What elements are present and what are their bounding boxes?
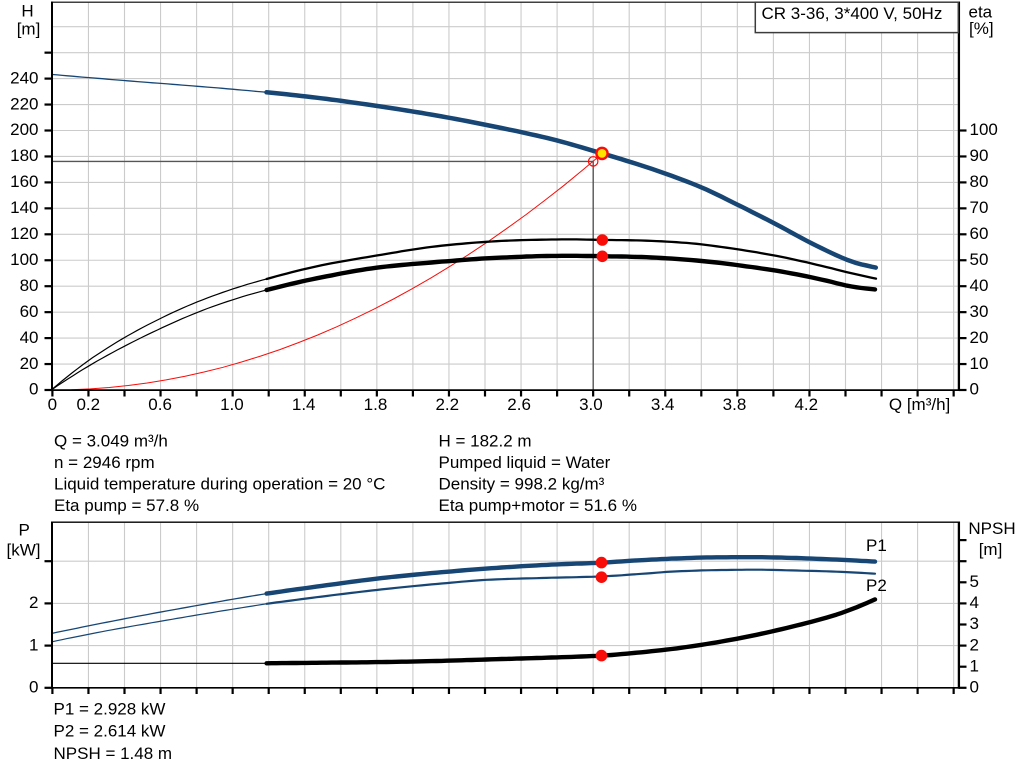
svg-text:[%]: [%] [969,19,994,38]
svg-text:0: 0 [29,380,38,399]
svg-text:10: 10 [970,354,989,373]
svg-text:Eta pump = 57.8 %: Eta pump = 57.8 % [54,496,199,515]
svg-text:100: 100 [970,120,998,139]
svg-text:200: 200 [10,120,38,139]
svg-text:P2: P2 [866,576,887,595]
svg-text:P1 = 2.928 kW: P1 = 2.928 kW [54,700,166,719]
svg-text:1.8: 1.8 [364,395,388,414]
svg-text:80: 80 [20,276,39,295]
svg-text:2.2: 2.2 [435,395,459,414]
svg-text:NPSH = 1.48 m: NPSH = 1.48 m [54,744,173,763]
svg-text:100: 100 [10,250,38,269]
svg-text:2: 2 [29,593,38,612]
svg-text:0: 0 [970,380,979,399]
svg-text:140: 140 [10,198,38,217]
svg-text:Pumped liquid = Water: Pumped liquid = Water [439,453,611,472]
svg-text:1: 1 [29,635,38,654]
svg-text:1.4: 1.4 [292,395,316,414]
svg-text:40: 40 [20,328,39,347]
svg-text:[m]: [m] [17,19,41,38]
svg-text:1: 1 [970,656,979,675]
svg-text:20: 20 [970,328,989,347]
svg-text:eta: eta [969,3,993,22]
svg-text:P: P [19,520,30,539]
svg-text:0: 0 [970,678,979,697]
svg-text:Density = 998.2 kg/m³: Density = 998.2 kg/m³ [439,474,605,493]
svg-text:H = 182.2 m: H = 182.2 m [439,431,532,450]
svg-text:160: 160 [10,172,38,191]
svg-text:220: 220 [10,94,38,113]
svg-text:Q = 3.049 m³/h: Q = 3.049 m³/h [54,431,168,450]
svg-text:[m]: [m] [979,540,1003,559]
svg-text:3.8: 3.8 [723,395,747,414]
svg-text:3: 3 [970,614,979,633]
svg-text:Q [m³/h]: Q [m³/h] [889,395,950,414]
svg-text:20: 20 [20,354,39,373]
svg-text:90: 90 [970,146,989,165]
svg-text:0: 0 [29,678,38,697]
svg-text:180: 180 [10,146,38,165]
svg-text:5: 5 [970,572,979,591]
svg-text:2: 2 [970,635,979,654]
svg-text:2.6: 2.6 [507,395,531,414]
svg-text:120: 120 [10,224,38,243]
svg-text:[kW]: [kW] [7,541,41,560]
svg-text:0: 0 [48,395,57,414]
svg-text:240: 240 [10,68,38,87]
svg-text:70: 70 [970,198,989,217]
svg-text:P2 = 2.614 kW: P2 = 2.614 kW [54,722,166,741]
svg-text:40: 40 [970,276,989,295]
svg-text:Eta pump+motor = 51.6 %: Eta pump+motor = 51.6 % [439,496,637,515]
svg-text:50: 50 [970,250,989,269]
svg-text:4.2: 4.2 [794,395,818,414]
svg-text:CR 3-36, 3*400 V, 50Hz: CR 3-36, 3*400 V, 50Hz [762,4,943,23]
svg-text:60: 60 [20,302,39,321]
svg-text:3.0: 3.0 [579,395,603,414]
svg-text:NPSH: NPSH [968,519,1015,538]
svg-text:4: 4 [970,593,979,612]
svg-text:60: 60 [970,224,989,243]
svg-text:Liquid temperature during oper: Liquid temperature during operation = 20… [54,474,385,493]
svg-text:1.0: 1.0 [220,395,244,414]
svg-text:3.4: 3.4 [651,395,675,414]
svg-text:P1: P1 [866,536,887,555]
svg-text:0.6: 0.6 [148,395,172,414]
svg-text:80: 80 [970,172,989,191]
svg-text:n = 2946 rpm: n = 2946 rpm [54,453,155,472]
svg-text:0.2: 0.2 [76,395,100,414]
svg-text:30: 30 [970,302,989,321]
svg-text:H: H [21,1,33,20]
